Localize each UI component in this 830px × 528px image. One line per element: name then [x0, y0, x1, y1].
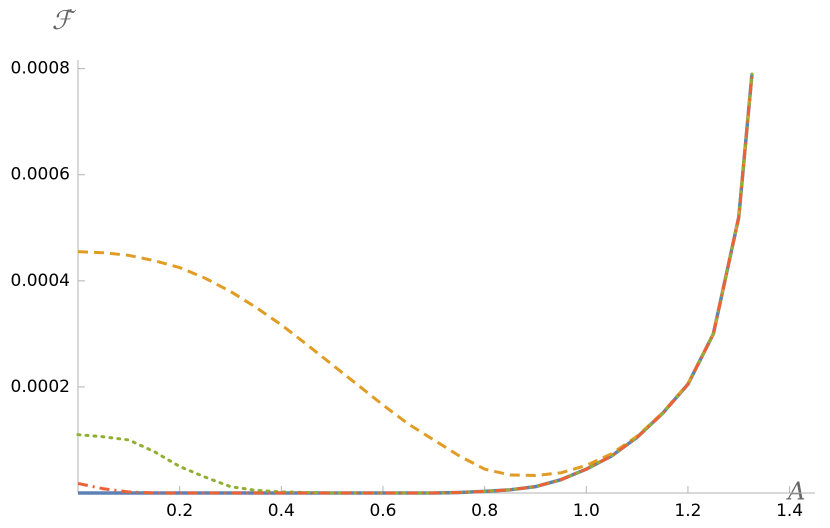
- series-line: [77, 73, 754, 495]
- x-axis-label: A: [786, 478, 805, 506]
- x-tick-label: 0.6: [369, 501, 396, 521]
- series-line: [77, 73, 754, 477]
- y-axis-label: ℱ̇: [52, 6, 77, 36]
- x-tick-label: 1.2: [674, 501, 701, 521]
- x-tick-label: 0.4: [268, 501, 295, 521]
- y-tick-label: 0.0006: [11, 165, 70, 185]
- y-tick-label: 0.0004: [11, 271, 70, 291]
- x-tick-label: 1.4: [776, 501, 803, 521]
- series-line: [78, 73, 754, 495]
- x-tick-label: 0.2: [166, 501, 193, 521]
- y-tick-label: 0.0008: [11, 59, 70, 79]
- x-tick-label: 1.0: [573, 501, 600, 521]
- x-tick-label: 0.8: [471, 501, 498, 521]
- series-line: [76, 72, 754, 495]
- y-tick-label: 0.0002: [11, 377, 70, 397]
